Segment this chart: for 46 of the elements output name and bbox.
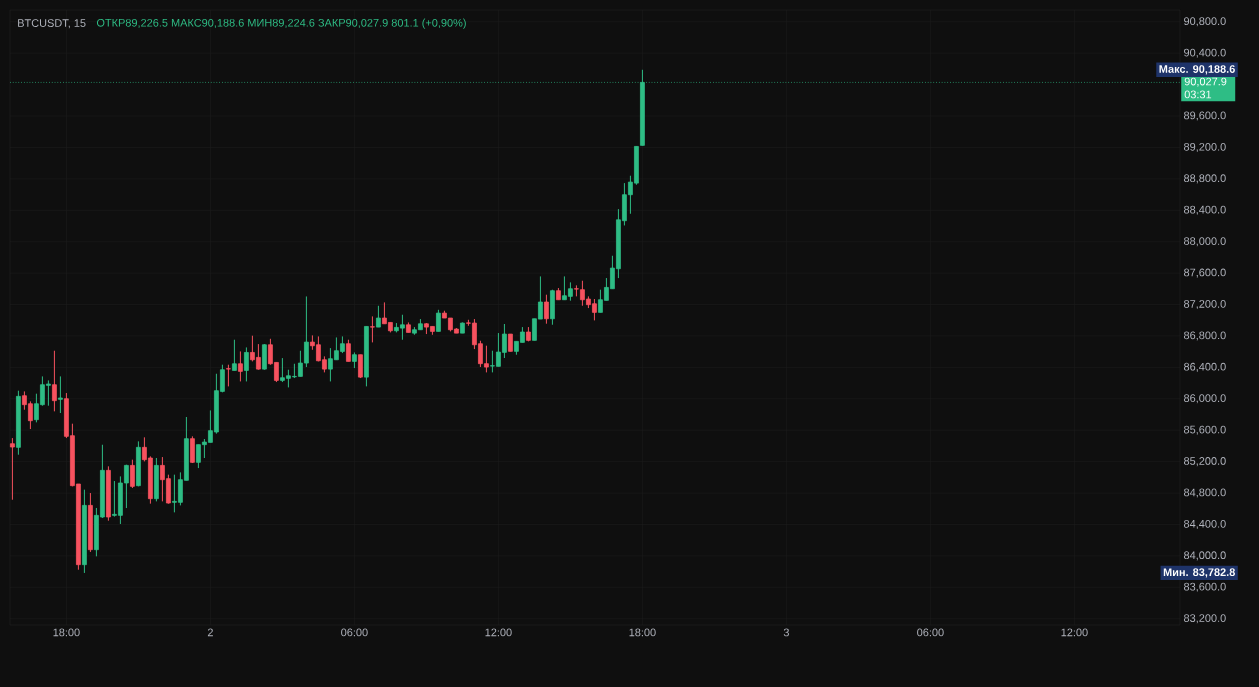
y-tick-label: 87,600.0 <box>1184 268 1226 278</box>
y-tick-label: 87,200.0 <box>1184 300 1226 310</box>
y-tick-label: 86,800.0 <box>1184 331 1226 341</box>
candlestick <box>10 437 15 501</box>
candlestick <box>370 315 375 343</box>
text: ОТКР89,226.5 МАКС90,188.6 МИН89,224.6 ЗАКР90,027.9 801.1 (+0,90%) <box>96 18 466 29</box>
x-tick-label: 06:00 <box>917 628 944 637</box>
candlestick <box>346 339 351 362</box>
y-tick-label: 85,600.0 <box>1184 425 1226 435</box>
x-tick-label: 12:00 <box>1061 628 1088 637</box>
y-tick-label: 89,200.0 <box>1184 142 1226 152</box>
annotation: Мин. 83,782.8 <box>1163 568 1235 578</box>
y-tick-label: 90,800.0 <box>1184 17 1226 27</box>
y-tick-label: 86,000.0 <box>1184 394 1226 404</box>
y-tick-label: 83,600.0 <box>1184 582 1226 592</box>
y-tick-label: 83,200.0 <box>1184 614 1226 624</box>
candlestick <box>52 350 57 412</box>
candlestick <box>436 309 441 332</box>
y-tick-label: 90,400.0 <box>1184 48 1226 58</box>
y-tick-label: 89,600.0 <box>1184 111 1226 121</box>
y-tick-label: 88,400.0 <box>1184 205 1226 215</box>
candlestick <box>376 305 381 328</box>
text: BTCUSDT, 15 <box>18 19 86 29</box>
y-tick-label: 84,000.0 <box>1184 551 1226 561</box>
candlestick <box>244 346 249 382</box>
x-tick-label: 18:00 <box>53 628 80 637</box>
candlestick <box>58 375 63 414</box>
candlestick <box>238 350 243 382</box>
candlestick <box>130 459 135 489</box>
y-tick-label: 85,200.0 <box>1184 457 1226 467</box>
y-tick-label: 84,800.0 <box>1184 488 1226 498</box>
x-tick-label: 06:00 <box>341 628 368 637</box>
y-tick-label: 88,000.0 <box>1184 237 1226 247</box>
candlestick <box>232 339 237 371</box>
candlestick <box>226 364 231 387</box>
x-tick-label: 12:00 <box>485 628 512 637</box>
candlestick <box>190 435 195 464</box>
candlestick <box>544 294 549 325</box>
ref-line-label: 90,027.9 03:31 <box>1184 77 1227 99</box>
annotation: Макс. 90,188.6 <box>1159 65 1235 75</box>
y-tick-label: 86,400.0 <box>1184 362 1226 372</box>
x-tick-label: 3 <box>783 628 789 637</box>
x-tick-label: 2 <box>207 628 213 637</box>
x-tick-label: 18:00 <box>629 628 656 637</box>
y-tick-label: 84,400.0 <box>1184 519 1226 529</box>
y-tick-label: 88,800.0 <box>1184 174 1226 184</box>
